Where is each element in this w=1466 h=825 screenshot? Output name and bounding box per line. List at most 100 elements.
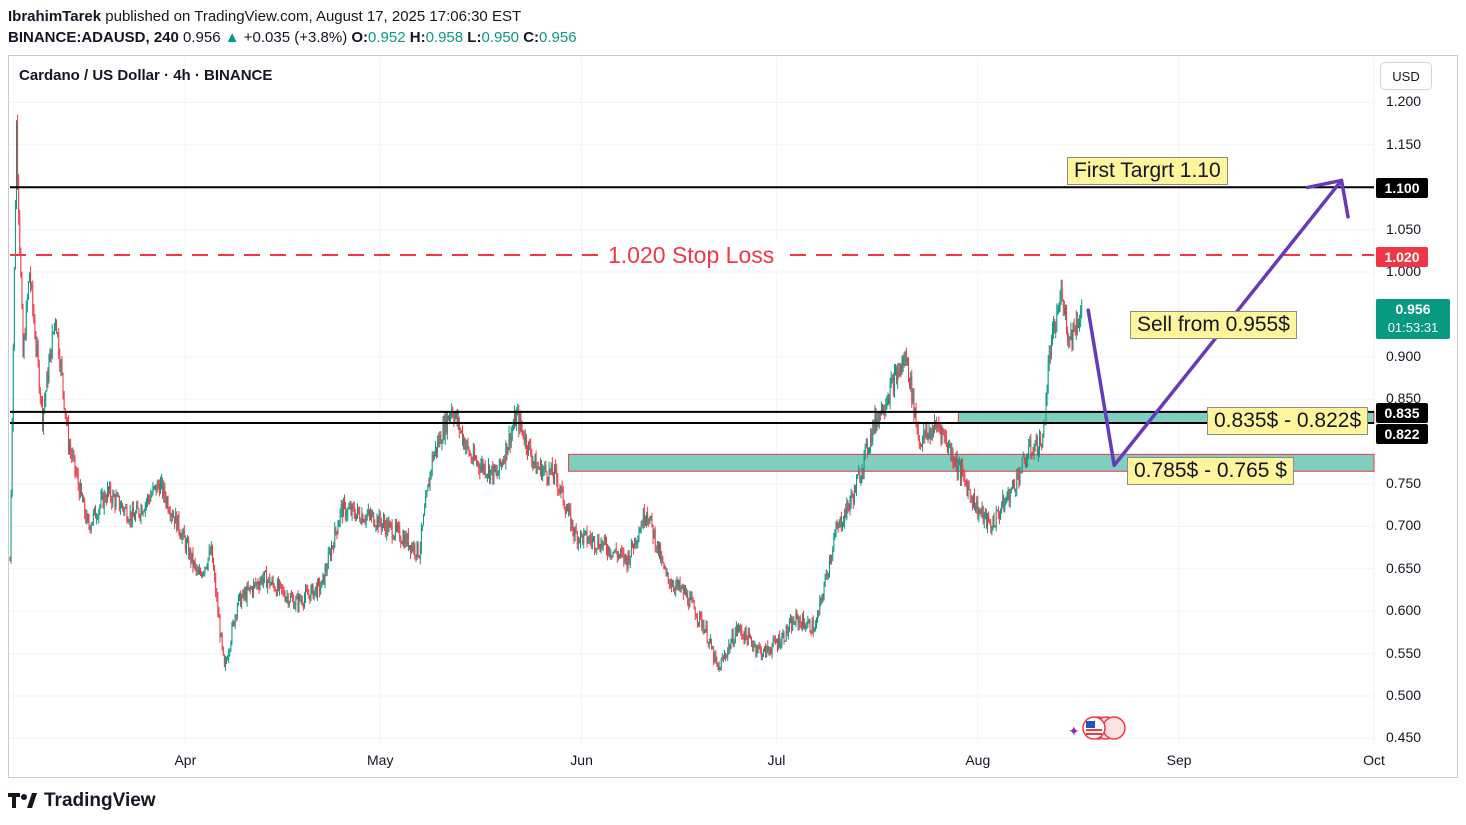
- candle: [372, 509, 374, 518]
- currency-button[interactable]: USD: [1380, 62, 1432, 90]
- candle-body: [61, 362, 63, 374]
- candle-body: [781, 636, 783, 645]
- candle-body: [765, 646, 767, 657]
- candle: [554, 464, 556, 485]
- candle: [509, 433, 511, 454]
- candle-body: [605, 537, 606, 543]
- sell-callout[interactable]: Sell from 0.955$: [1130, 311, 1297, 339]
- candle-body: [197, 570, 199, 575]
- candle: [918, 434, 920, 449]
- candle-body: [233, 621, 235, 626]
- candle-body: [346, 515, 348, 518]
- candle-body: [560, 486, 562, 492]
- candle-body: [461, 430, 462, 432]
- candle-body: [719, 666, 721, 671]
- candle-body: [412, 544, 414, 551]
- candle: [126, 503, 128, 524]
- candle-body: [221, 633, 223, 647]
- zone2-callout[interactable]: 0.785$ - 0.765 $: [1127, 457, 1294, 485]
- candle-body: [949, 443, 951, 447]
- candle-body: [147, 496, 148, 502]
- candle: [190, 547, 192, 568]
- candle: [751, 636, 753, 647]
- candle: [700, 611, 702, 621]
- candle: [806, 621, 808, 630]
- candle: [353, 501, 355, 519]
- candle: [614, 548, 616, 553]
- candle: [450, 413, 452, 424]
- author-name[interactable]: IbrahimTarek: [8, 8, 102, 25]
- candle: [768, 646, 770, 656]
- candle: [454, 410, 456, 424]
- candle-body: [811, 620, 813, 634]
- candle: [441, 439, 443, 451]
- candle-body: [133, 507, 134, 517]
- candle: [1064, 304, 1066, 321]
- candle-body: [652, 524, 654, 538]
- candle-body: [728, 644, 730, 651]
- candle: [762, 648, 764, 658]
- candle: [731, 628, 733, 644]
- candle: [433, 450, 435, 461]
- candle: [644, 515, 646, 526]
- candle: [21, 271, 23, 310]
- candle: [760, 646, 762, 661]
- chart-frame[interactable]: [8, 55, 1458, 778]
- candle: [60, 358, 62, 377]
- candle-body: [899, 364, 901, 376]
- candle-body: [84, 499, 86, 515]
- candle: [425, 490, 427, 509]
- candle-body: [85, 514, 87, 522]
- candle-body: [963, 472, 965, 475]
- candle-body: [120, 508, 121, 509]
- candle-body: [634, 538, 636, 549]
- candle-body: [627, 553, 629, 568]
- candle: [825, 569, 827, 580]
- candle-body: [299, 595, 301, 601]
- candle-body: [1074, 331, 1076, 334]
- candle-body: [921, 445, 922, 447]
- candle: [591, 532, 593, 550]
- candle: [494, 464, 496, 473]
- candle-body: [311, 584, 313, 589]
- candle: [381, 523, 383, 532]
- stop-loss-label[interactable]: 1.020 Stop Loss: [602, 242, 781, 269]
- candle-body: [1043, 424, 1045, 435]
- candle: [87, 513, 89, 523]
- candle: [1028, 439, 1030, 459]
- candle-body: [173, 516, 174, 518]
- candle: [105, 493, 107, 506]
- candle-body: [977, 501, 979, 518]
- candle: [860, 475, 862, 486]
- candle: [12, 343, 14, 432]
- candle: [1042, 433, 1044, 448]
- candle-body: [98, 510, 100, 519]
- candle: [497, 470, 499, 476]
- candle: [248, 586, 250, 592]
- candle-body: [978, 510, 980, 518]
- candle: [970, 495, 972, 503]
- candle-body: [838, 521, 840, 528]
- candle-body: [420, 527, 422, 548]
- candle: [179, 529, 181, 540]
- candle: [23, 332, 25, 359]
- tradingview-logo[interactable]: TradingView: [8, 790, 156, 812]
- candle-body: [702, 625, 704, 628]
- candle-body: [267, 581, 269, 588]
- candle-body: [767, 645, 769, 650]
- candle: [458, 416, 460, 439]
- candle-body: [204, 567, 206, 573]
- x-tick-label: Oct: [1363, 752, 1385, 768]
- candle-body: [456, 412, 458, 424]
- zone1-callout[interactable]: 0.835$ - 0.822$: [1207, 407, 1369, 435]
- candle: [770, 647, 772, 655]
- target-callout[interactable]: First Targrt 1.10: [1067, 157, 1228, 185]
- candle: [508, 425, 510, 451]
- candle: [189, 547, 191, 560]
- candle-body: [146, 501, 147, 504]
- candle: [1000, 508, 1002, 521]
- candle: [194, 557, 196, 571]
- candle: [123, 506, 125, 516]
- candle-body: [937, 424, 939, 428]
- candle: [533, 461, 535, 470]
